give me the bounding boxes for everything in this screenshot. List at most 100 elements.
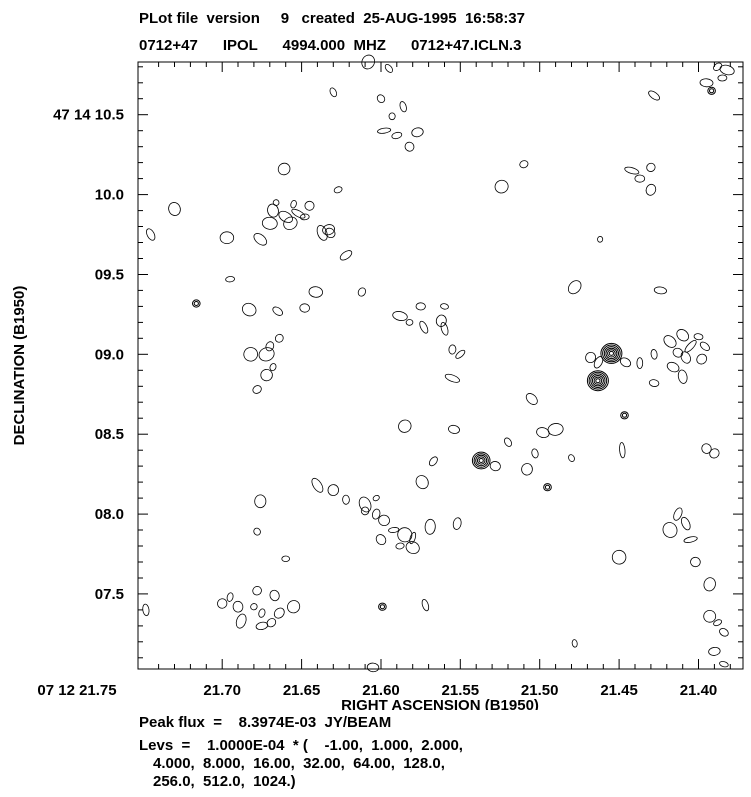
- x-axis-title: RIGHT ASCENSION (B1950): [341, 697, 539, 710]
- contour-blob: [663, 335, 677, 348]
- contour-blob: [684, 340, 697, 353]
- contour-blob: [701, 443, 712, 454]
- contour-blob: [225, 276, 235, 283]
- contour-layer: [142, 54, 735, 673]
- contour-blob: [384, 63, 394, 73]
- contour-blob: [719, 661, 729, 668]
- radio-source: [192, 299, 201, 308]
- source-contour: [544, 484, 551, 490]
- contour-blob: [327, 484, 340, 496]
- contour-blob: [395, 542, 405, 550]
- contour-blob: [619, 357, 632, 368]
- contour-blob: [360, 506, 370, 516]
- contour-blob: [260, 368, 273, 382]
- levels-line3: 256.0, 512.0, 1024.): [153, 773, 296, 790]
- contour-blob: [308, 286, 323, 298]
- radio-source: [586, 370, 609, 392]
- contour-blob: [358, 496, 372, 513]
- contour-blob: [243, 347, 258, 362]
- source-contour: [605, 347, 618, 360]
- contour-blob: [448, 424, 460, 434]
- contour-blob: [391, 131, 403, 140]
- source-contour: [379, 604, 385, 610]
- source-contour: [608, 350, 615, 356]
- contour-blob: [521, 463, 533, 476]
- contour-blob: [424, 518, 436, 535]
- contour-blob: [568, 454, 575, 462]
- contour-blob: [713, 62, 723, 71]
- contour-blob: [272, 199, 280, 206]
- contour-blob: [329, 87, 338, 98]
- contour-blob: [226, 592, 234, 602]
- y-tick-label: 08.5: [95, 426, 124, 443]
- contour-blob: [672, 347, 684, 358]
- source-contour: [473, 453, 489, 468]
- contour-blob: [252, 385, 262, 394]
- contour-blob: [593, 356, 604, 369]
- plot-header-line2: 0712+47 IPOL 4994.000 MHZ 0712+47.ICLN.3: [139, 37, 522, 54]
- contour-blob: [272, 306, 283, 316]
- levels-line1: Levs = 1.0000E-04 * ( -1.00, 1.000, 2.00…: [139, 737, 463, 754]
- contour-blob: [415, 475, 429, 490]
- contour-blob: [709, 448, 720, 459]
- radio-source: [378, 602, 387, 611]
- x-tick-label: 07 12 21.75: [37, 682, 116, 699]
- contour-blob: [452, 517, 462, 530]
- source-contour: [595, 378, 601, 384]
- contour-blob: [219, 231, 235, 245]
- contour-blob: [232, 600, 244, 613]
- source-contour: [193, 301, 199, 306]
- contour-blob: [677, 369, 688, 384]
- contour-blob: [146, 228, 156, 241]
- contour-blob: [690, 556, 701, 568]
- contour-blob: [324, 227, 336, 239]
- contour-blob: [634, 174, 646, 183]
- contour-blob: [531, 448, 539, 459]
- contour-blob: [388, 112, 396, 121]
- contour-blob: [377, 127, 392, 134]
- source-contour: [707, 86, 716, 95]
- contour-blob: [283, 216, 298, 230]
- contour-blob: [536, 427, 550, 439]
- contour-blob: [388, 527, 400, 533]
- contour-blob: [299, 303, 310, 313]
- contour-blob: [567, 280, 582, 295]
- contour-blob: [299, 213, 310, 221]
- contour-blob: [525, 393, 538, 405]
- y-tick-labels: 47 14 10.5 10.0 09.5 09.0 08.5 08.0 07.5: [53, 107, 124, 603]
- contour-blob: [311, 477, 324, 493]
- contour-blob: [646, 162, 656, 172]
- radio-source: [471, 451, 491, 470]
- contour-blob: [255, 621, 269, 631]
- contour-blob: [504, 437, 512, 447]
- source-contour: [600, 342, 623, 364]
- contour-blob: [168, 202, 181, 216]
- contour-blob: [241, 302, 257, 317]
- source-contour: [603, 346, 620, 361]
- contour-blob: [267, 203, 279, 218]
- contour-blob: [142, 603, 150, 617]
- source-layer: [192, 86, 716, 611]
- contour-blob: [676, 329, 690, 342]
- contour-blob: [392, 311, 408, 321]
- contour-blob: [405, 541, 420, 555]
- contour-blob: [547, 423, 564, 436]
- contour-blob: [703, 577, 716, 592]
- contour-blob: [680, 351, 691, 364]
- source-contour: [588, 371, 608, 390]
- y-axis-title: DECLINATION (B1950): [11, 286, 28, 446]
- source-contour: [543, 483, 552, 492]
- source-contour: [607, 349, 616, 358]
- contour-blob: [253, 527, 261, 536]
- contour-blob: [435, 314, 447, 327]
- x-tick-label: 21.70: [203, 682, 241, 699]
- contour-blob: [708, 646, 721, 656]
- contour-blob: [717, 74, 728, 82]
- y-tick-label: 09.0: [95, 346, 124, 363]
- contour-blob: [428, 456, 438, 467]
- contour-blob: [683, 536, 698, 543]
- contour-blob: [648, 90, 661, 101]
- contour-blob: [366, 662, 380, 673]
- contour-blob: [333, 186, 343, 194]
- y-tick-label: 47 14 10.5: [53, 107, 124, 124]
